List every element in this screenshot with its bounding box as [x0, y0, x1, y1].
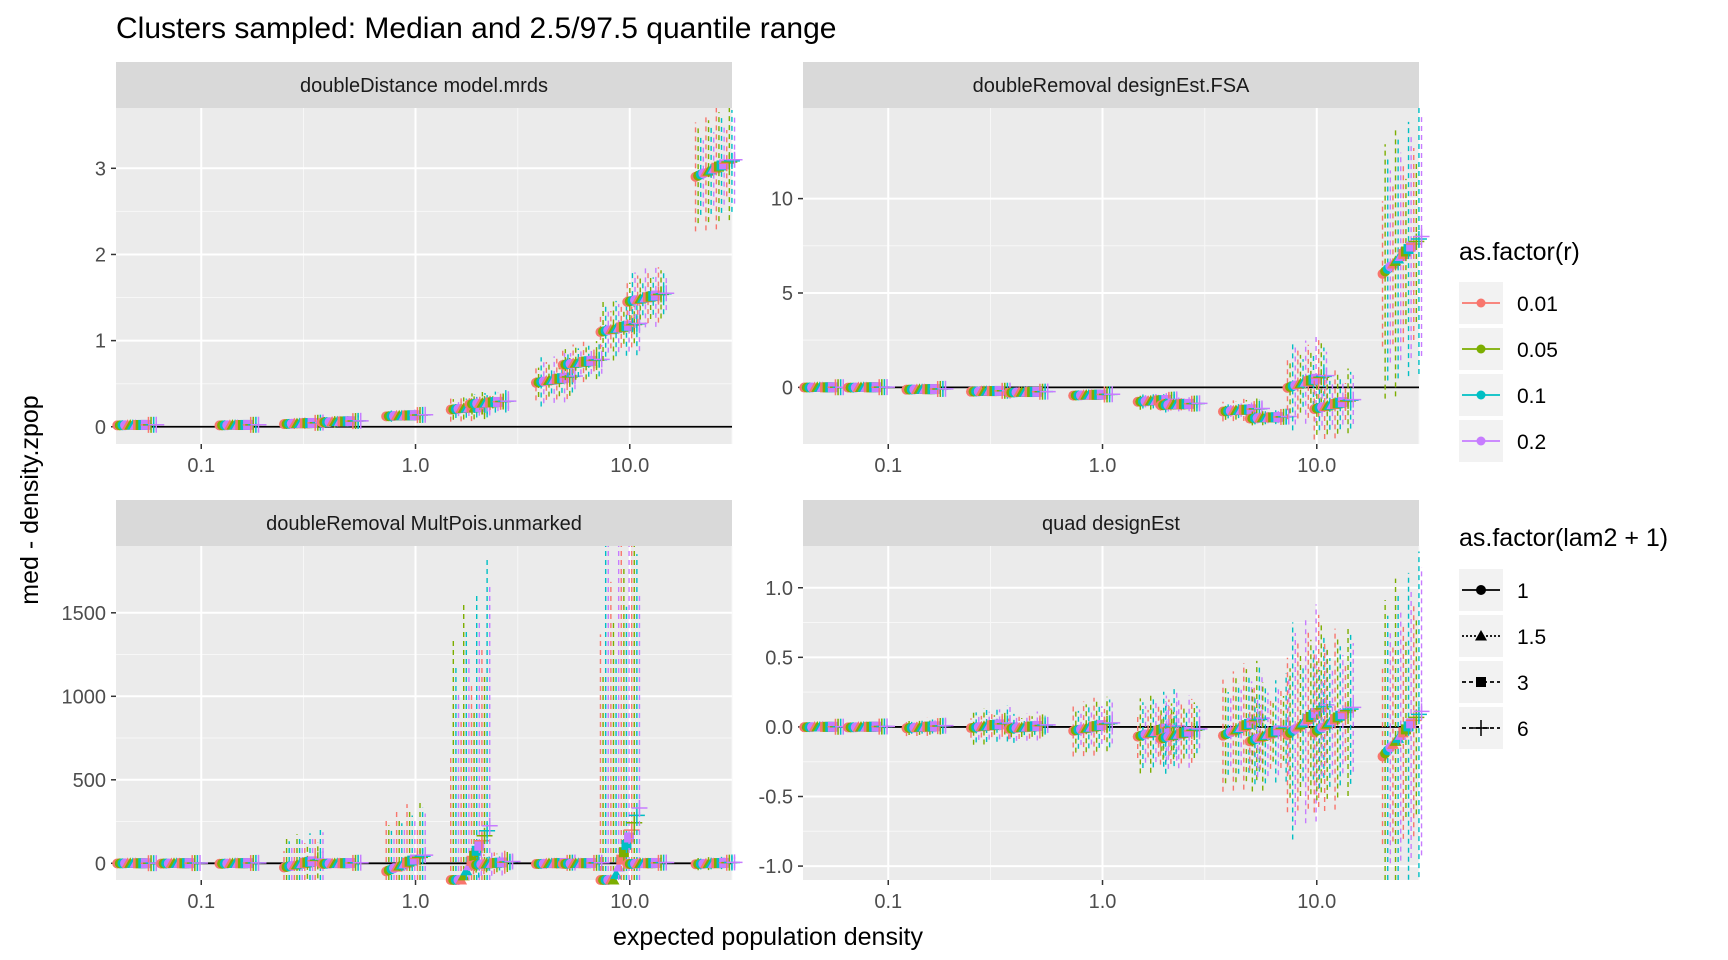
- point-square: [621, 839, 632, 850]
- y-tick-label: 0.0: [765, 717, 793, 739]
- y-tick-label: 3: [95, 158, 106, 180]
- x-tick-label: 1.0: [402, 455, 430, 477]
- y-tick-label: 1.0: [765, 578, 793, 600]
- x-tick-label: 1.0: [1089, 891, 1117, 913]
- legend-r-label: 0.1: [1517, 385, 1546, 408]
- panel-strip: [116, 500, 732, 546]
- panel-strip: [803, 500, 1419, 546]
- point-square: [1311, 707, 1322, 718]
- point-square: [1337, 709, 1348, 720]
- y-tick-label: 1: [95, 331, 106, 353]
- x-axis-title: expected population density: [613, 923, 923, 951]
- legend-key-point: [1476, 436, 1486, 446]
- x-tick-label: 0.1: [187, 891, 215, 913]
- point-square: [618, 847, 629, 858]
- x-tick-label: 10.0: [1297, 455, 1336, 477]
- panel: doubleDistance model.mrds 0.1 1.0 10.0 0 1 2 3: [95, 62, 743, 477]
- legend-lam-label: 1.5: [1517, 626, 1546, 649]
- point-square: [1406, 241, 1417, 252]
- panel: quad designEst 0.1 1.0 10.0 1.0 0.5 0.0 -0.5 -1.…: [759, 500, 1430, 913]
- panel: doubleRemoval designEst.FSA 0.1 1.0 10.0 0 5 1…: [771, 62, 1430, 477]
- y-tick-label: -1.0: [759, 856, 793, 878]
- x-tick-label: 0.1: [187, 455, 215, 477]
- panel-strip: [116, 62, 732, 108]
- legend-key-point: [1476, 390, 1486, 400]
- x-tick-label: 0.1: [874, 455, 902, 477]
- legend-r-label: 0.2: [1517, 431, 1546, 454]
- y-tick-label: 0: [95, 853, 106, 875]
- point-square: [1273, 725, 1284, 736]
- y-tick-label: 0: [95, 417, 106, 439]
- y-tick-label: 0: [782, 377, 793, 399]
- x-tick-label: 0.1: [874, 891, 902, 913]
- point-square: [1246, 717, 1257, 728]
- legend-lam-label: 3: [1517, 672, 1529, 695]
- panel: doubleRemoval MultPois.unmarked 0.1 1.0 10.…: [62, 500, 743, 913]
- panel-background: [116, 108, 732, 444]
- point-square: [1311, 373, 1322, 384]
- point-square: [1406, 718, 1417, 729]
- x-tick-label: 10.0: [610, 455, 649, 477]
- point-triangle: [1475, 630, 1487, 641]
- y-tick-label: 1500: [62, 603, 107, 625]
- y-tick-label: 500: [73, 770, 106, 792]
- legend: as.factor(r) 0.01 0.05 0.1 0.2 as.factor(lam2…: [1459, 238, 1668, 749]
- point-square: [474, 840, 485, 851]
- point-square: [624, 832, 635, 843]
- y-tick-label: 1000: [62, 686, 107, 708]
- legend-lam-label: 6: [1517, 718, 1529, 741]
- panel-strip-label: doubleRemoval MultPois.unmarked: [266, 513, 582, 535]
- point-square: [1476, 677, 1486, 687]
- panel-strip-label: quad designEst: [1042, 513, 1180, 535]
- y-tick-label: -0.5: [759, 787, 793, 809]
- point-triangle: [607, 874, 620, 885]
- x-tick-label: 1.0: [1089, 455, 1117, 477]
- chart-title: Clusters sampled: Median and 2.5/97.5 qu…: [116, 12, 836, 45]
- y-axis-title: med - density.zpop: [16, 395, 44, 604]
- point-square: [719, 159, 730, 170]
- y-tick-label: 10: [771, 189, 793, 211]
- panel-strip: [803, 62, 1419, 108]
- point-circle: [1476, 585, 1486, 595]
- x-tick-label: 10.0: [1297, 891, 1336, 913]
- legend-key-point: [1476, 298, 1486, 308]
- y-tick-label: 0.5: [765, 647, 793, 669]
- panel-strip-label: doubleDistance model.mrds: [300, 75, 548, 97]
- point-square: [409, 854, 420, 865]
- legend-key-point: [1476, 344, 1486, 354]
- legend-r-label: 0.05: [1517, 339, 1558, 362]
- panel-strip-label: doubleRemoval designEst.FSA: [973, 75, 1250, 97]
- legend-lam-title: as.factor(lam2 + 1): [1459, 524, 1668, 552]
- y-tick-label: 5: [782, 283, 793, 305]
- legend-r-label: 0.01: [1517, 293, 1558, 316]
- y-tick-label: 2: [95, 244, 106, 266]
- point-square: [469, 850, 480, 861]
- x-tick-label: 1.0: [402, 891, 430, 913]
- legend-lam-label: 1: [1517, 580, 1529, 603]
- x-tick-label: 10.0: [610, 891, 649, 913]
- legend-r-title: as.factor(r): [1459, 238, 1580, 266]
- point-square: [471, 845, 482, 856]
- point-square: [616, 854, 627, 865]
